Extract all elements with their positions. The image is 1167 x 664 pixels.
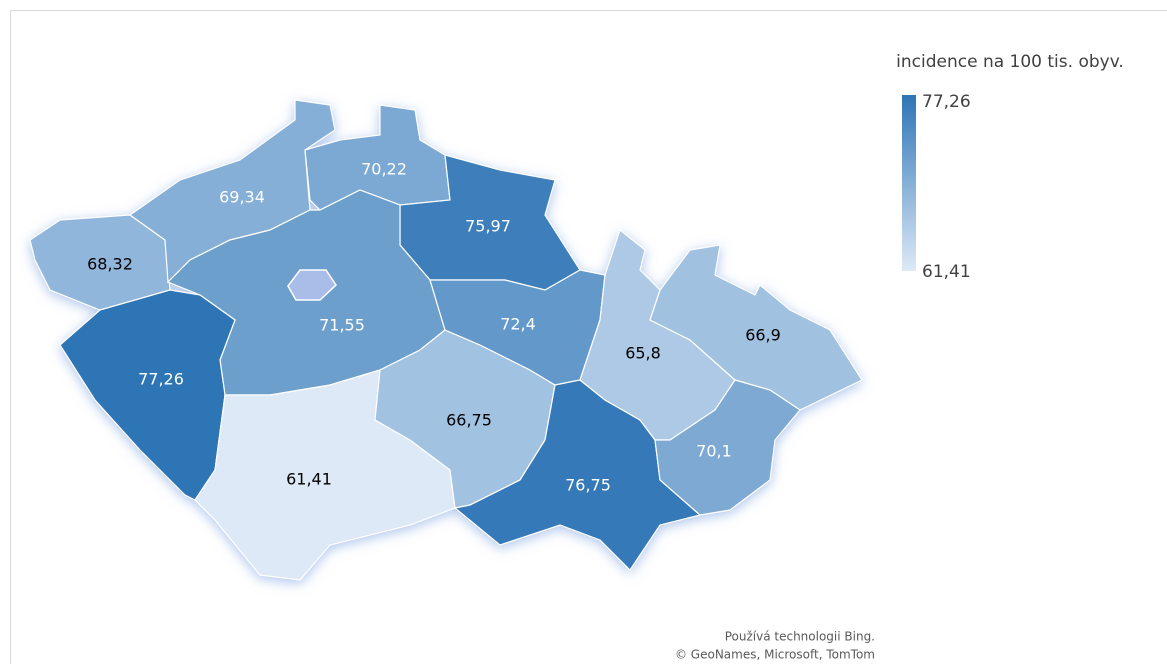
region-label: 68,32 [87,255,133,274]
region [194,369,456,581]
attribution: Používá technologii Bing. [725,630,875,644]
region-label: 76,75 [565,476,611,495]
region-label: 61,41 [286,470,332,489]
legend-gradient [902,95,916,271]
region-label: 72,4 [500,315,536,334]
region-label: 70,22 [361,160,407,179]
legend-min: 61,41 [922,262,971,282]
region [649,244,863,411]
region-labels: 68,32 69,34 70,22 75,97 71,55 77,26 61,41 66,75… [87,160,781,495]
region-label: 70,1 [696,442,732,461]
legend-max: 77,26 [922,92,971,112]
region [654,379,801,516]
attribution: © GeoNames, Microsoft, TomTom [675,648,875,662]
region-label: 65,8 [625,344,661,363]
region [59,289,236,501]
region-label: 75,97 [465,217,511,236]
legend-title: incidence na 100 tis. obyv. [896,52,1124,72]
region-label: 66,75 [446,411,492,430]
region-label: 71,55 [319,316,365,335]
prague-outline [287,269,337,301]
map [29,99,863,581]
region-label: 66,9 [745,326,781,345]
region-label: 69,34 [219,188,265,207]
frame [10,10,1167,664]
region-label: 77,26 [138,370,184,389]
